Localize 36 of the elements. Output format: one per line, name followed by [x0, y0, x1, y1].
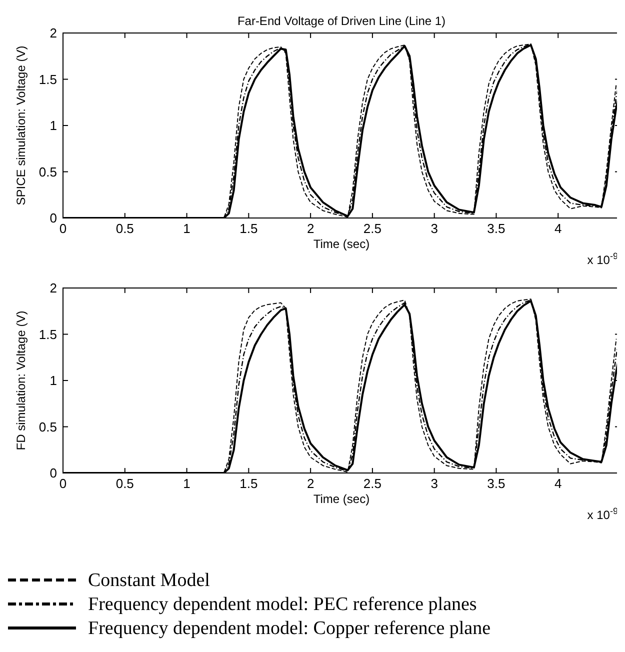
x-axis-title: Time (sec)	[313, 237, 370, 251]
y-tick-label: 0.5	[38, 164, 57, 180]
y-tick-label: 2	[50, 26, 57, 40]
x-tick-label: 4	[554, 221, 562, 236]
x-tick-label: 1.5	[240, 221, 258, 236]
y-tick-label: 1	[50, 118, 57, 133]
x-tick-label: 1	[183, 476, 190, 491]
x-tick-label: 0	[59, 476, 67, 491]
x-tick-label: 0.5	[116, 476, 134, 491]
x-tick-label: 2.5	[363, 221, 382, 236]
x-tick-label: 2	[306, 476, 314, 491]
y-axis-title: SPICE simulation: Voltage (V)	[14, 46, 28, 206]
chart-title: Far-End Voltage of Driven Line (Line 1)	[237, 14, 446, 28]
y-tick-label: 0.5	[38, 419, 57, 434]
legend-label: Constant Model	[88, 570, 210, 591]
x-tick-label: 3	[430, 221, 438, 236]
y-tick-label: 1	[50, 373, 57, 388]
y-axis-title: FD simulation: Voltage (V)	[14, 310, 28, 450]
y-tick-label: 0	[50, 210, 57, 226]
x-tick-label: 3	[430, 476, 438, 491]
y-tick-label: 1.5	[38, 326, 57, 342]
x-axis-title: Time (sec)	[313, 492, 370, 506]
x-tick-label: 2	[306, 221, 314, 236]
x-tick-label: 3.5	[487, 476, 506, 491]
y-tick-label: 1.5	[38, 72, 57, 87]
x-tick-label: 0	[59, 221, 67, 236]
y-tick-label: 2	[50, 280, 57, 296]
x-tick-label: 0.5	[116, 221, 134, 236]
x-tick-label: 1.5	[240, 476, 258, 491]
x-tick-label: 2.5	[363, 476, 382, 491]
x-tick-label: 4	[554, 476, 562, 491]
y-tick-label: 0	[50, 466, 57, 480]
legend-label: Frequency dependent model: PEC reference planes	[88, 594, 477, 615]
x-tick-label: 1	[183, 221, 190, 236]
legend-label: Frequency dependent model: Copper reference plane	[88, 618, 491, 639]
x-tick-label: 3.5	[487, 221, 506, 236]
